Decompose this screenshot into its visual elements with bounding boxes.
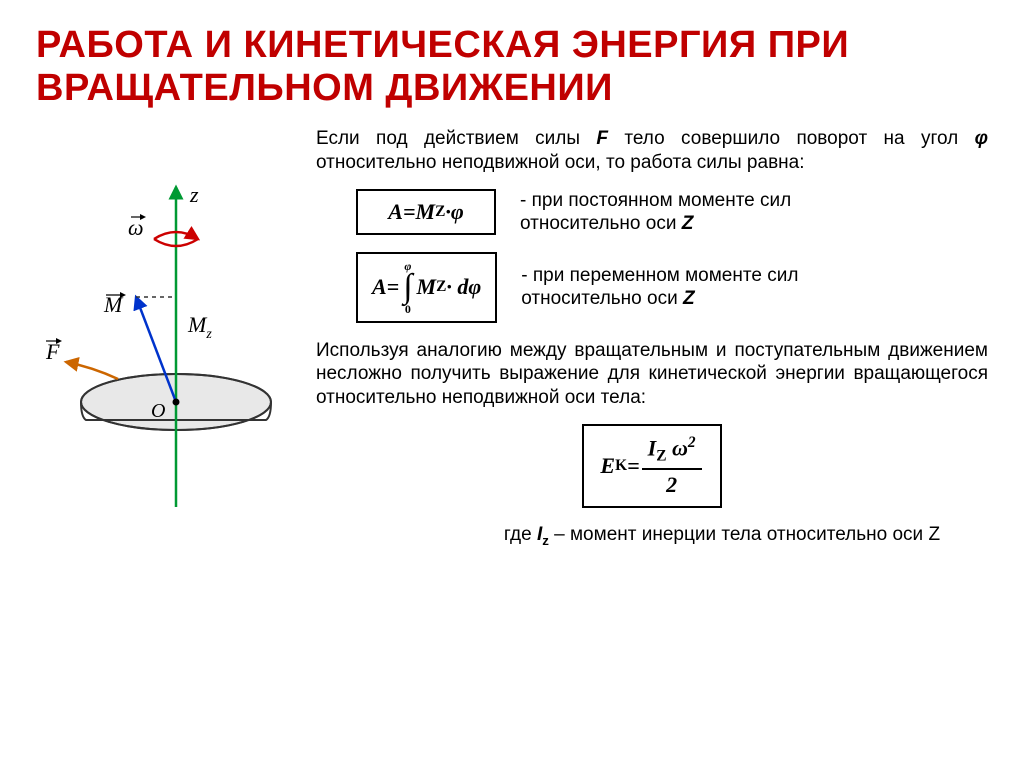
formula-3: EK = IZ ω2 2 (582, 424, 722, 508)
mz-label: Mz (187, 312, 212, 342)
formula-1: A=MZ · φ (356, 189, 496, 235)
paragraph-1: Если под действием силы F тело совершило… (316, 127, 988, 175)
diagram-column: z ω⃗ M⃗ Mz F⃗ (36, 127, 296, 547)
text-column: Если под действием силы F тело совершило… (316, 127, 988, 547)
force-label: F⃗ (45, 339, 77, 364)
omega-label: ω⃗ (128, 215, 161, 240)
formula-2-desc: - при переменном моменте сил относительн… (521, 264, 861, 312)
formula-1-desc: - при постоянном моменте сил относительн… (520, 189, 860, 237)
formula-row-1: A=MZ · φ - при постоянном моменте сил от… (356, 189, 988, 237)
physics-diagram: z ω⃗ M⃗ Mz F⃗ (36, 167, 296, 517)
formula-2: A= φ ∫ 0 MZ · dφ (356, 252, 497, 323)
paragraph-2: Используя аналогию между вращательным и … (316, 339, 988, 410)
axis-z-label: z (189, 182, 199, 207)
slide-title: РАБОТА И КИНЕТИЧЕСКАЯ ЭНЕРГИЯ ПРИ ВРАЩАТ… (36, 24, 988, 109)
footnote: где Iz – момент инерции тела относительн… (456, 524, 988, 548)
formula-row-3: EK = IZ ω2 2 (316, 424, 988, 508)
origin-label: O (151, 400, 165, 422)
formula-row-2: A= φ ∫ 0 MZ · dφ - при переменном момент… (356, 252, 988, 323)
content-area: z ω⃗ M⃗ Mz F⃗ (36, 127, 988, 547)
